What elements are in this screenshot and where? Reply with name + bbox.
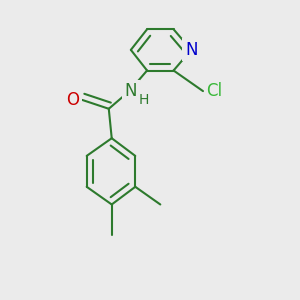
Text: N: N [185, 41, 197, 59]
Text: O: O [66, 91, 79, 109]
Text: N: N [124, 82, 137, 100]
Text: H: H [138, 93, 149, 107]
Text: Cl: Cl [206, 82, 222, 100]
